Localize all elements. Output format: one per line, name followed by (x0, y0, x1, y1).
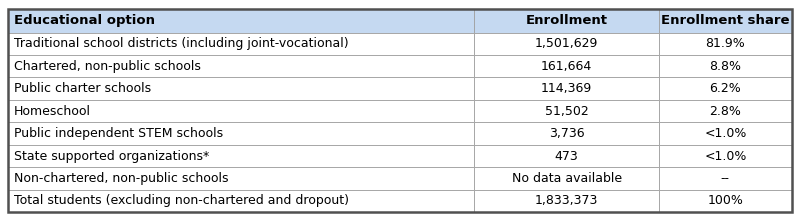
Bar (474, 122, 658, 145)
Text: 1,501,629: 1,501,629 (535, 37, 598, 50)
Bar (8, 167, 474, 190)
Text: Total students (excluding non-chartered and dropout): Total students (excluding non-chartered … (14, 194, 349, 208)
Bar (658, 167, 792, 190)
Text: 8.8%: 8.8% (710, 60, 742, 73)
Text: Public charter schools: Public charter schools (14, 82, 150, 95)
Bar (8, 9, 474, 32)
Bar (474, 55, 658, 77)
Text: 3,736: 3,736 (549, 127, 585, 140)
Text: <1.0%: <1.0% (704, 127, 746, 140)
Bar (658, 145, 792, 167)
Bar (8, 100, 474, 122)
Text: <1.0%: <1.0% (704, 150, 746, 162)
Bar (474, 167, 658, 190)
Bar (474, 9, 658, 32)
Bar (8, 55, 474, 77)
Text: Traditional school districts (including joint-vocational): Traditional school districts (including … (14, 37, 348, 50)
Text: No data available: No data available (511, 172, 622, 185)
Bar (8, 145, 474, 167)
Text: 1,833,373: 1,833,373 (535, 194, 598, 208)
Text: 51,502: 51,502 (545, 105, 589, 118)
Text: 473: 473 (554, 150, 578, 162)
Bar (658, 77, 792, 100)
Text: 6.2%: 6.2% (710, 82, 742, 95)
Bar (658, 55, 792, 77)
Text: Non-chartered, non-public schools: Non-chartered, non-public schools (14, 172, 228, 185)
Bar (8, 77, 474, 100)
Text: 114,369: 114,369 (541, 82, 592, 95)
Text: Educational option: Educational option (14, 14, 154, 27)
Text: --: -- (721, 172, 730, 185)
Text: Homeschool: Homeschool (14, 105, 90, 118)
Text: Enrollment: Enrollment (526, 14, 608, 27)
Text: 161,664: 161,664 (541, 60, 592, 73)
Bar (474, 145, 658, 167)
Bar (658, 32, 792, 55)
Bar (8, 32, 474, 55)
Bar (474, 190, 658, 212)
Text: 2.8%: 2.8% (710, 105, 742, 118)
Text: Enrollment share: Enrollment share (661, 14, 790, 27)
Text: 81.9%: 81.9% (706, 37, 746, 50)
Text: Chartered, non-public schools: Chartered, non-public schools (14, 60, 201, 73)
Bar (658, 190, 792, 212)
Bar (8, 122, 474, 145)
Bar (658, 122, 792, 145)
Bar (658, 9, 792, 32)
Bar (474, 77, 658, 100)
Text: Public independent STEM schools: Public independent STEM schools (14, 127, 222, 140)
Bar (474, 100, 658, 122)
Text: 100%: 100% (707, 194, 743, 208)
Bar (658, 100, 792, 122)
Text: State supported organizations*: State supported organizations* (14, 150, 209, 162)
Bar (8, 190, 474, 212)
Bar (474, 32, 658, 55)
